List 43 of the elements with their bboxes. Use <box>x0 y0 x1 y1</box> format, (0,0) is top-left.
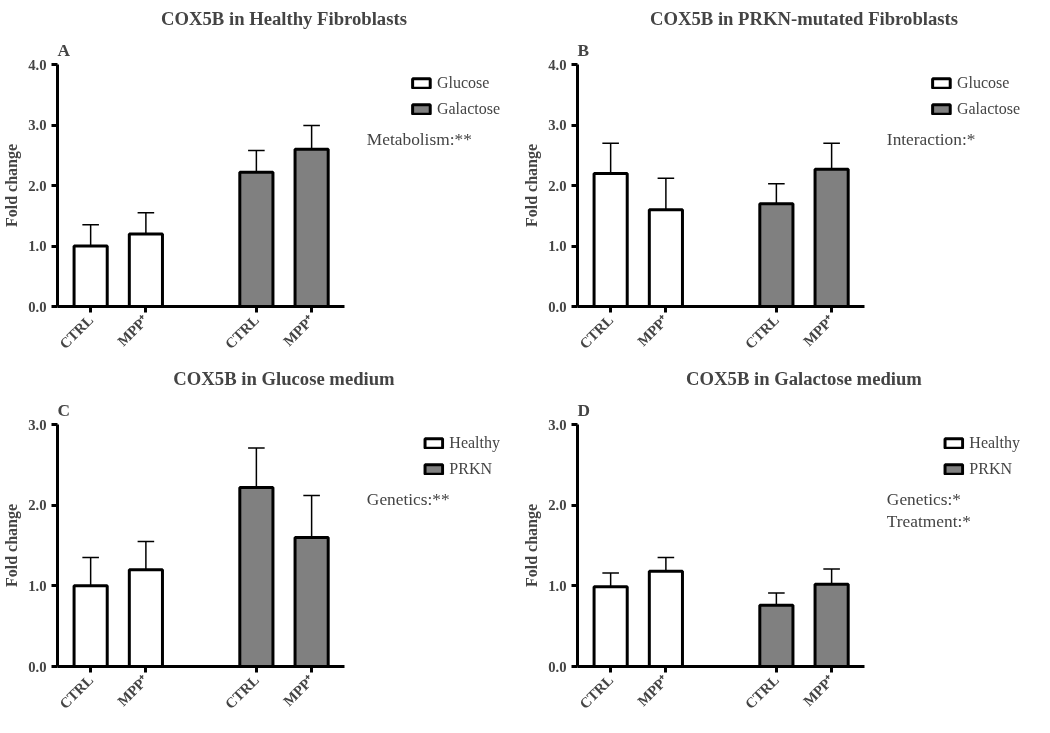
text: D <box>577 400 591 420</box>
y-tick-label: 0.0 <box>28 658 47 675</box>
y-tick-label: 1.0 <box>548 577 567 594</box>
y-tick-label: 2.0 <box>548 177 567 194</box>
text: Interaction:* <box>886 129 976 149</box>
y-tick-label: 4.0 <box>548 56 567 73</box>
legend-label: PRKN <box>449 460 493 478</box>
y-tick-label: 0.0 <box>28 298 47 315</box>
legend-label: Healthy <box>969 434 1020 452</box>
y-tick-label: 3.0 <box>548 416 567 433</box>
legend-label: PRKN <box>969 460 1013 478</box>
chart-title: COX5B in Glucose medium <box>173 367 396 389</box>
y-tick-label: 4.0 <box>28 56 47 73</box>
y-tick-label: 2.0 <box>28 177 47 194</box>
text: Genetics:** <box>366 489 450 509</box>
chart-title: COX5B in PRKN-mutated Fibroblasts <box>649 7 959 29</box>
chart-title: COX5B in Galactose medium <box>686 367 923 389</box>
text: A <box>57 40 71 60</box>
chart-title: COX5B in Healthy Fibroblasts <box>161 7 407 29</box>
y-tick-label: 0.0 <box>548 658 567 675</box>
y-tick-label: 1.0 <box>548 238 567 254</box>
y-tick-label: 1.0 <box>28 577 47 594</box>
text: Genetics:* <box>886 489 961 509</box>
y-tick-label: 2.0 <box>28 497 47 514</box>
y-axis-title: Fold change <box>523 503 542 588</box>
y-tick-label: 0.0 <box>548 298 567 315</box>
legend-label: Glucose <box>956 74 1010 92</box>
y-tick-label: 3.0 <box>28 416 47 433</box>
y-axis-title: Fold change <box>3 503 22 588</box>
y-tick-label: 2.0 <box>548 497 567 514</box>
legend-label: Glucose <box>436 74 490 92</box>
y-tick-label: 3.0 <box>548 117 567 133</box>
legend-label: Healthy <box>449 434 500 452</box>
y-axis-title: Fold change <box>3 143 22 228</box>
y-tick-label: 3.0 <box>28 117 47 133</box>
legend-label: Galactose <box>436 100 500 118</box>
text: B <box>577 40 590 60</box>
text: Metabolism:** <box>366 129 472 149</box>
legend-label: Galactose <box>956 100 1020 118</box>
text: C <box>57 400 71 420</box>
y-axis-title: Fold change <box>523 143 542 228</box>
y-tick-label: 1.0 <box>28 238 47 254</box>
text: Treatment:* <box>886 511 971 531</box>
